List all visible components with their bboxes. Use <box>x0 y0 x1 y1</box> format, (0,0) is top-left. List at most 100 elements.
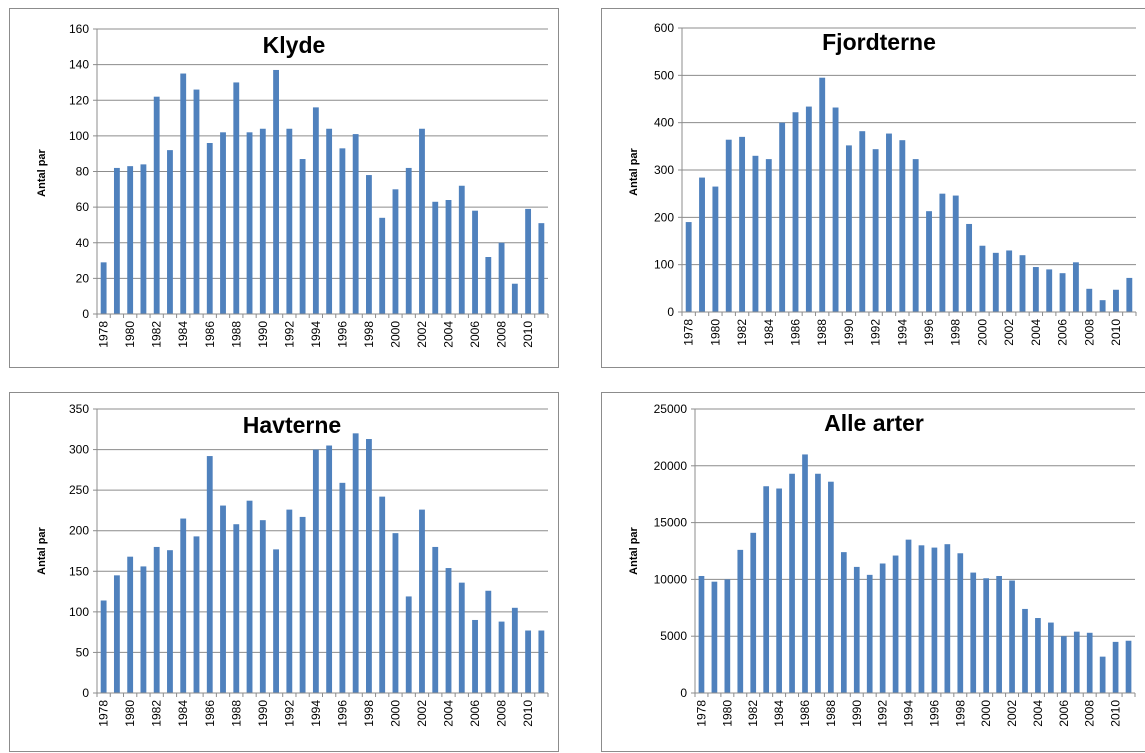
chart-klyde: Klyde Antal par 0 20 40 60 80 100 120 140 160 197… <box>36 22 549 348</box>
x-tick-label: 1980 <box>708 319 722 346</box>
bar <box>432 201 439 314</box>
bar <box>957 553 964 693</box>
y-tick-label: 100 <box>69 605 89 619</box>
x-tick-label: 2010 <box>1109 700 1123 727</box>
bar <box>419 128 425 314</box>
x-tick-label: 1980 <box>720 700 734 727</box>
bar <box>765 159 772 312</box>
bar <box>312 107 319 314</box>
bar <box>983 578 990 693</box>
x-tick-label: 2006 <box>1056 319 1070 346</box>
bar <box>472 619 478 693</box>
bar <box>392 189 399 314</box>
bar <box>1022 608 1028 693</box>
x-tick-label: 1986 <box>789 319 803 346</box>
x-tick-label: 2004 <box>1029 319 1043 346</box>
x-tick-label: 2006 <box>468 700 482 727</box>
bar <box>872 149 879 312</box>
bar <box>286 509 293 693</box>
bar <box>699 177 705 312</box>
x-tick-label: 1984 <box>176 700 190 727</box>
y-tick-label: 250 <box>69 483 89 497</box>
x-tick-label: 2010 <box>521 700 535 727</box>
bar <box>206 143 213 314</box>
y-tick-label: 0 <box>667 305 674 319</box>
bar <box>538 630 545 693</box>
x-tick-label: 2006 <box>468 321 482 348</box>
bar <box>445 200 452 314</box>
x-tick-label: 1980 <box>123 321 137 348</box>
x-tick-label: 2008 <box>495 321 509 348</box>
bar <box>419 509 425 693</box>
x-tick-label: 1986 <box>798 700 812 727</box>
bar <box>153 96 160 314</box>
y-tick-label: 5000 <box>660 629 687 643</box>
bar <box>1059 273 1066 312</box>
y-tick-label: 20 <box>76 271 90 285</box>
bar <box>1046 269 1053 312</box>
x-tick-label: 1978 <box>682 319 696 346</box>
x-tick-label: 2010 <box>1109 319 1123 346</box>
bar <box>724 579 731 693</box>
bar <box>853 566 860 693</box>
bar <box>859 131 866 312</box>
bar <box>892 555 899 693</box>
x-tick-label: 1994 <box>902 700 916 727</box>
bar <box>458 582 465 693</box>
bar <box>445 568 452 693</box>
x-tick-label: 1988 <box>824 700 838 727</box>
x-tick-label: 1990 <box>842 319 856 346</box>
chart-panel-alle-arter: Alle arter Antal par 0 5000 10000 15000 2000… <box>601 392 1145 752</box>
bar <box>1019 255 1026 312</box>
bar <box>1072 262 1079 312</box>
bar <box>905 539 912 693</box>
y-axis-label: Antal par <box>36 526 48 574</box>
bar <box>792 112 799 313</box>
y-tick-label: 100 <box>654 258 674 272</box>
y-tick-label: 80 <box>76 165 90 179</box>
y-tick-label: 400 <box>654 116 674 130</box>
bar <box>996 575 1002 693</box>
bar <box>113 167 120 314</box>
bar <box>113 575 120 693</box>
x-tick-label: 2006 <box>1057 700 1071 727</box>
y-tick-label: 100 <box>69 129 89 143</box>
x-tick-label: 2010 <box>521 321 535 348</box>
x-tick-label: 1998 <box>953 700 967 727</box>
bar <box>918 545 925 693</box>
bar <box>180 73 187 314</box>
bar <box>525 208 532 314</box>
x-tick-label: 1990 <box>850 700 864 727</box>
x-tick-label: 1996 <box>335 700 349 727</box>
x-tick-label: 2002 <box>1002 319 1016 346</box>
bar <box>193 536 200 693</box>
bar <box>127 556 134 693</box>
chart-panel-klyde: Klyde Antal par 0 20 40 60 80 100 120 140 160 197… <box>9 8 559 368</box>
bar <box>802 454 808 693</box>
bar <box>326 445 333 693</box>
y-axis-label: Antal par <box>36 148 48 196</box>
bar <box>498 621 505 693</box>
y-tick-label: 600 <box>654 21 674 35</box>
bar <box>952 195 959 312</box>
x-tick-label: 1982 <box>746 700 760 727</box>
bar <box>966 223 973 312</box>
bar <box>739 136 746 312</box>
bar <box>926 211 932 312</box>
bar <box>931 547 938 693</box>
bar <box>339 482 346 693</box>
x-tick-label: 1996 <box>922 319 936 346</box>
x-tick-label: 1994 <box>895 319 909 346</box>
x-tick-label: 2008 <box>1083 700 1097 727</box>
chart-title: Havterne <box>243 412 341 438</box>
bar <box>712 186 719 312</box>
bar <box>167 550 173 693</box>
bar <box>220 132 226 314</box>
bar <box>1035 618 1041 693</box>
x-tick-label: 2004 <box>1031 700 1045 727</box>
bar <box>511 283 518 314</box>
x-tick-label: 2002 <box>415 700 429 727</box>
bar <box>1006 250 1013 312</box>
bar <box>1086 632 1093 693</box>
y-tick-label: 10000 <box>654 572 688 586</box>
